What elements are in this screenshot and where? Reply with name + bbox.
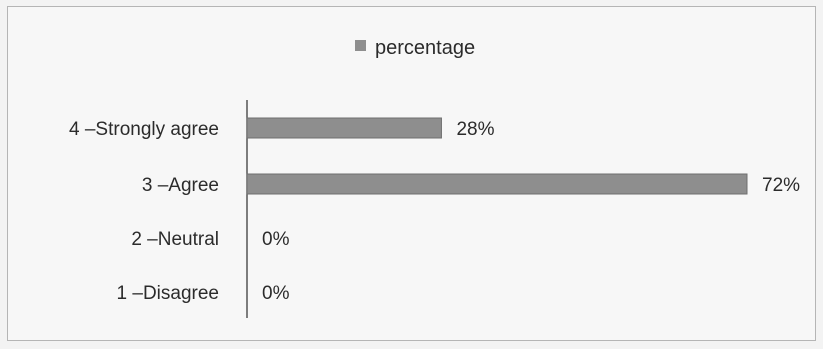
value-label: 0% bbox=[262, 283, 290, 304]
value-label: 72% bbox=[762, 175, 800, 196]
category-label: 4 –Strongly agree bbox=[69, 119, 219, 140]
category-label: 3 –Agree bbox=[142, 175, 219, 196]
value-label: 28% bbox=[456, 119, 494, 140]
category-label: 2 –Neutral bbox=[131, 229, 219, 250]
bar-2 bbox=[246, 173, 748, 195]
bars bbox=[246, 117, 748, 195]
legend: percentage bbox=[355, 37, 475, 59]
category-labels: 4 –Strongly agree 3 –Agree 2 –Neutral 1 –Di… bbox=[69, 119, 219, 304]
legend-swatch bbox=[355, 40, 366, 51]
value-labels: 28% 72% 0% 0% bbox=[262, 119, 800, 304]
value-label: 0% bbox=[262, 229, 290, 250]
category-label: 1 –Disagree bbox=[117, 283, 219, 304]
legend-label: percentage bbox=[375, 37, 475, 59]
bar-1 bbox=[246, 117, 442, 139]
